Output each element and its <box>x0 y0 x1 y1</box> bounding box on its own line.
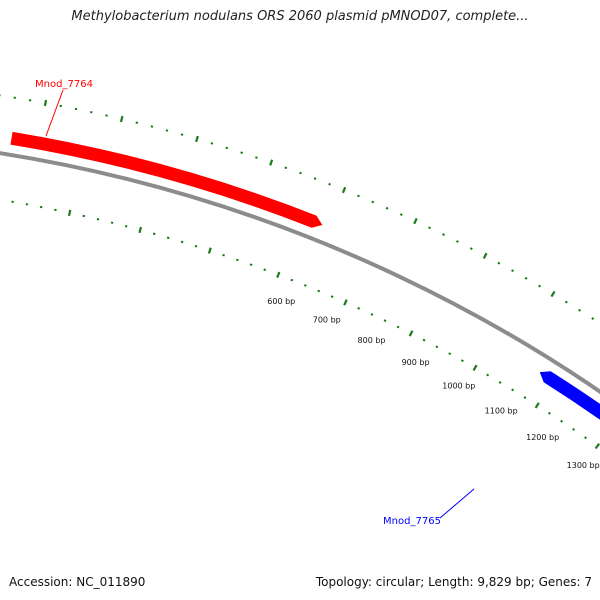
gc-dot <box>383 319 387 323</box>
gc-dot <box>207 247 212 254</box>
gc-dot <box>370 313 374 316</box>
gc-dot <box>560 419 564 423</box>
gc-dot <box>497 261 501 265</box>
bp-tick-label: 1200 bp <box>526 433 559 442</box>
gc-dot <box>290 278 294 282</box>
bp-tick-label: 600 bp <box>267 297 295 306</box>
gc-dot <box>534 402 540 409</box>
gc-dot <box>428 226 431 230</box>
gc-dot <box>482 252 488 259</box>
gc-dot <box>150 125 154 128</box>
bp-tick-label: 1100 bp <box>485 406 518 415</box>
bp-tick-label: 700 bp <box>313 316 341 325</box>
gc-dot <box>343 299 348 306</box>
gc-dot <box>357 307 361 310</box>
inner-gc-track <box>11 200 600 450</box>
gc-dot <box>328 182 331 186</box>
gc-dot <box>210 142 214 145</box>
gene-features <box>10 131 600 443</box>
gc-dot <box>313 177 317 180</box>
gc-dot <box>422 338 426 342</box>
gc-dot <box>584 436 587 440</box>
bp-tick-labels: 600 bp 700 bp 800 bp 900 bp 1000 bp 1100 bp 12… <box>267 297 599 470</box>
gc-dot <box>263 268 267 272</box>
gc-dot <box>166 236 170 240</box>
gc-dot <box>594 442 600 450</box>
outer-gc-track <box>0 94 595 321</box>
gc-dot <box>524 276 528 280</box>
gc-dot <box>413 217 418 225</box>
gc-dot <box>578 308 582 312</box>
plasmid-backbone <box>0 151 600 395</box>
gc-dot <box>564 300 568 304</box>
gc-dot <box>255 156 258 159</box>
gc-dot <box>591 317 595 321</box>
gc-dot <box>498 381 502 384</box>
gc-dot <box>284 166 288 170</box>
gc-dot <box>330 295 334 298</box>
gc-dot <box>195 135 199 143</box>
gc-dot <box>194 244 198 248</box>
gc-dot <box>435 345 439 349</box>
gc-dot <box>67 209 72 217</box>
gene-arrow-mnod-7765[interactable] <box>539 371 600 443</box>
gc-dot <box>180 240 184 244</box>
gc-dot <box>341 186 347 194</box>
gc-dot <box>511 269 514 273</box>
gene-arrow-mnod-7764[interactable] <box>10 131 323 228</box>
gc-dot <box>547 411 551 415</box>
gene-leader-line <box>45 89 64 137</box>
gc-dot <box>399 213 403 216</box>
gc-dot <box>442 233 445 236</box>
gc-dot <box>43 99 48 107</box>
gc-dot <box>240 151 243 154</box>
gc-dot <box>317 289 321 293</box>
bp-tick-label: 800 bp <box>358 336 386 345</box>
gc-dot <box>486 373 490 377</box>
gene-labels: Mnod_7764 Mnod_7765 <box>35 79 475 527</box>
gene-leader-line <box>439 488 475 519</box>
gc-dot <box>456 240 459 243</box>
gc-dot <box>572 427 576 431</box>
gc-dot <box>165 129 169 132</box>
gc-dot <box>371 200 375 204</box>
gc-dot <box>235 258 239 262</box>
gc-dot <box>357 194 360 198</box>
gc-dot <box>523 396 527 400</box>
gc-dot <box>303 284 307 287</box>
bp-tick-label: 1000 bp <box>442 381 475 390</box>
gc-dot <box>269 159 274 166</box>
gc-dot <box>180 133 184 136</box>
gc-dot <box>469 247 473 250</box>
gene-label-mnod-7765[interactable]: Mnod_7765 <box>383 516 441 527</box>
gc-dot <box>448 352 452 356</box>
gene-label-mnod-7764[interactable]: Mnod_7764 <box>35 79 93 90</box>
gc-dot <box>119 115 124 123</box>
gc-dot <box>249 263 253 267</box>
gc-dot <box>472 364 478 371</box>
gc-dot <box>222 253 225 257</box>
gc-dot <box>396 325 400 329</box>
gc-dot <box>138 226 143 234</box>
gc-dot <box>152 232 156 236</box>
gc-dot <box>538 284 542 288</box>
topology-summary: Topology: circular; Length: 9,829 bp; Ge… <box>315 575 592 589</box>
bp-tick-label: 1300 bp <box>567 461 600 470</box>
gc-dot <box>460 359 464 363</box>
accession-label: Accession: NC_011890 <box>9 575 146 589</box>
gc-dot <box>276 271 281 279</box>
map-title: Methylobacterium nodulans ORS 2060 plasm… <box>71 9 529 24</box>
gc-dot <box>124 225 128 228</box>
bp-tick-label: 900 bp <box>402 358 430 367</box>
gc-dot <box>385 206 389 210</box>
gc-dot <box>550 290 556 298</box>
gc-dot <box>225 146 229 150</box>
gc-dot <box>408 330 414 337</box>
gc-dot <box>511 388 515 392</box>
gc-dot <box>299 171 302 175</box>
